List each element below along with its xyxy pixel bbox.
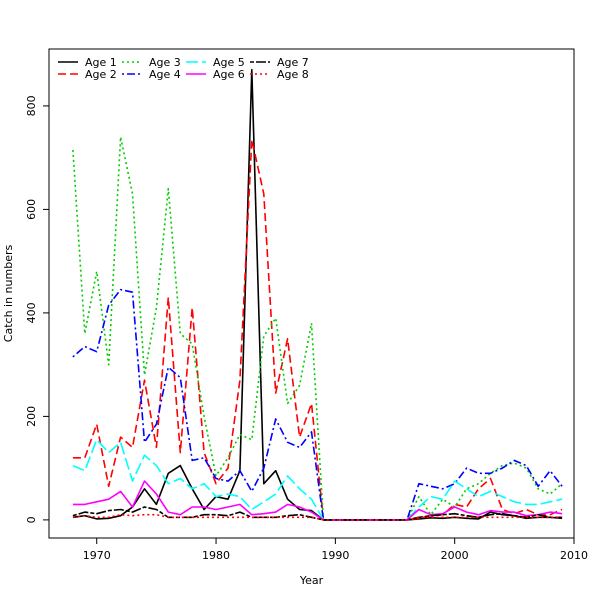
legend-label-6: Age 6 — [213, 68, 245, 81]
legend-label-8: Age 8 — [277, 68, 309, 81]
x-axis-title: Year — [299, 574, 324, 587]
x-axis: 1970 1980 1990 2000 2010 — [83, 538, 588, 562]
y-tick-label: 200 — [25, 406, 38, 427]
series-line-8 — [72, 513, 563, 521]
series-line-3 — [72, 136, 563, 521]
series-line-4 — [72, 288, 563, 521]
legend-label-2: Age 2 — [85, 68, 117, 81]
x-tick-label: 2000 — [441, 549, 469, 562]
series-line-6 — [72, 480, 563, 521]
legend-label-7: Age 7 — [277, 56, 309, 69]
x-tick-label: 1970 — [83, 549, 111, 562]
y-tick-label: 800 — [25, 95, 38, 116]
series-layer — [72, 68, 563, 521]
legend-label-1: Age 1 — [85, 56, 117, 69]
series-line-1 — [72, 68, 563, 521]
legend-label-4: Age 4 — [149, 68, 181, 81]
y-tick-label: 0 — [25, 516, 38, 523]
plot-frame — [48, 48, 575, 539]
y-axis-title: Catch in numbers — [2, 245, 15, 343]
x-tick-label: 1990 — [321, 549, 349, 562]
x-tick-label: 2010 — [560, 549, 588, 562]
plot-area — [48, 48, 575, 539]
series-line-2 — [72, 138, 563, 521]
legend-label-5: Age 5 — [213, 56, 245, 69]
y-tick-label: 400 — [25, 302, 38, 323]
x-tick-label: 1980 — [202, 549, 230, 562]
y-tick-label: 600 — [25, 199, 38, 220]
series-line-5 — [72, 438, 563, 521]
y-axis: 0 200 400 600 800 — [25, 95, 49, 523]
legend-label-3: Age 3 — [149, 56, 181, 69]
